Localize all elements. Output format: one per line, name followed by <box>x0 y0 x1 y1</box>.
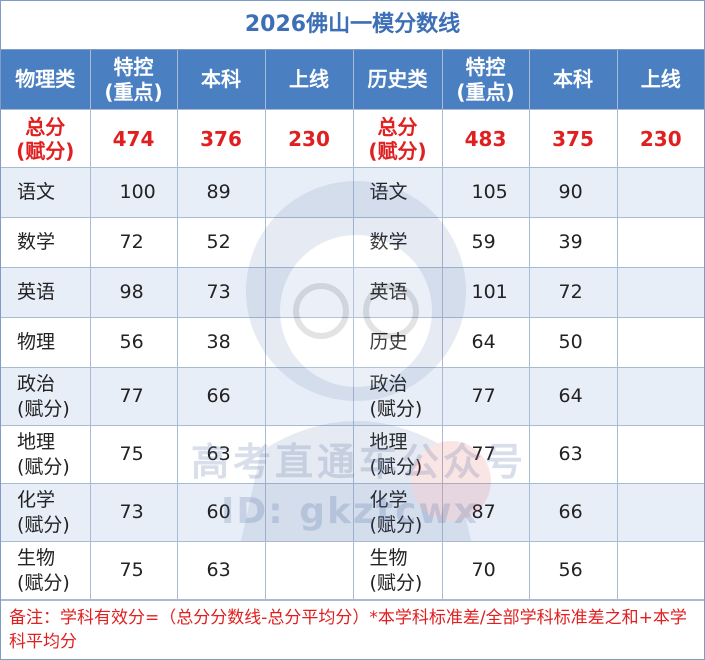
subject-name-right: 政治 (赋分) <box>352 367 443 426</box>
table-row: 生物 (赋分) 75 63 生物 (赋分) 70 56 <box>1 541 704 600</box>
subject-name-right: 英语 <box>352 267 443 318</box>
score-left-shangxian <box>264 483 354 542</box>
score-left-shangxian <box>264 217 354 268</box>
header-special: 特控 (重点) <box>89 50 178 110</box>
score-right-special: 59 <box>441 217 530 268</box>
header-history: 历史类 <box>352 50 443 110</box>
score-right-benke: 39 <box>528 217 618 268</box>
total-row: 总分 (赋分) 474 376 230 总分 (赋分) 483 375 230 <box>1 109 704 168</box>
table-row: 政治 (赋分) 77 66 政治 (赋分) 77 64 <box>1 367 704 426</box>
score-right-shangxian <box>616 267 704 318</box>
score-right-special: 87 <box>441 483 530 542</box>
total-right-shangxian: 230 <box>616 109 704 168</box>
header-shangxian: 上线 <box>264 50 354 110</box>
score-left-special: 98 <box>89 267 178 318</box>
score-left-special: 72 <box>89 217 178 268</box>
score-right-shangxian <box>616 483 704 542</box>
score-right-shangxian <box>616 367 704 426</box>
score-left-special: 75 <box>89 541 178 600</box>
score-left-shangxian <box>264 367 354 426</box>
subject-name-left: 语文 <box>1 167 91 218</box>
score-left-shangxian <box>264 167 354 218</box>
table-header-row: 物理类 特控 (重点) 本科 上线 历史类 特控 (重点) 本科 上线 <box>1 50 704 110</box>
score-left-benke: 60 <box>176 483 266 542</box>
score-right-benke: 66 <box>528 483 618 542</box>
score-left-special: 75 <box>89 425 178 484</box>
score-right-benke: 72 <box>528 267 618 318</box>
score-right-shangxian <box>616 167 704 218</box>
total-right-special: 483 <box>441 109 530 168</box>
total-left-benke: 376 <box>176 109 266 168</box>
subject-rows: 语文 100 89 语文 105 90 数学 72 52 数学 59 39 英语 98 73 英语 101 72 物… <box>1 167 704 600</box>
subject-name-right: 化学 (赋分) <box>352 483 443 542</box>
score-left-shangxian <box>264 425 354 484</box>
score-left-benke: 89 <box>176 167 266 218</box>
table-row: 物理 56 38 历史 64 50 <box>1 317 704 368</box>
score-left-special: 73 <box>89 483 178 542</box>
table-row: 英语 98 73 英语 101 72 <box>1 267 704 318</box>
subject-name-left: 物理 <box>1 317 91 368</box>
subject-name-right: 数学 <box>352 217 443 268</box>
table-row: 数学 72 52 数学 59 39 <box>1 217 704 268</box>
score-right-benke: 63 <box>528 425 618 484</box>
subject-name-right: 历史 <box>352 317 443 368</box>
score-right-special: 77 <box>441 367 530 426</box>
page-title: 2026佛山一模分数线 <box>1 1 704 50</box>
score-right-benke: 90 <box>528 167 618 218</box>
total-right-benke: 375 <box>528 109 618 168</box>
subject-name-right: 生物 (赋分) <box>352 541 443 600</box>
header-physics: 物理类 <box>1 50 91 110</box>
subject-name-left: 政治 (赋分) <box>1 367 91 426</box>
table-row: 语文 100 89 语文 105 90 <box>1 167 704 218</box>
header-benke: 本科 <box>176 50 266 110</box>
subject-name-left: 化学 (赋分) <box>1 483 91 542</box>
subject-name-right: 语文 <box>352 167 443 218</box>
subject-name-left: 英语 <box>1 267 91 318</box>
score-left-benke: 63 <box>176 541 266 600</box>
score-right-shangxian <box>616 217 704 268</box>
score-right-shangxian <box>616 317 704 368</box>
score-left-benke: 52 <box>176 217 266 268</box>
total-label-right: 总分 (赋分) <box>352 109 443 168</box>
score-right-benke: 64 <box>528 367 618 426</box>
score-right-shangxian <box>616 425 704 484</box>
score-left-benke: 66 <box>176 367 266 426</box>
score-right-special: 105 <box>441 167 530 218</box>
subject-name-left: 数学 <box>1 217 91 268</box>
subject-name-right: 地理 (赋分) <box>352 425 443 484</box>
score-left-special: 77 <box>89 367 178 426</box>
score-right-special: 77 <box>441 425 530 484</box>
table-row: 化学 (赋分) 73 60 化学 (赋分) 87 66 <box>1 483 704 542</box>
footnote: 备注：学科有效分=（总分分数线-总分平均分）*本学科标准差/全部学科标准差之和+… <box>1 600 704 658</box>
score-left-shangxian <box>264 317 354 368</box>
subject-name-left: 生物 (赋分) <box>1 541 91 600</box>
score-left-special: 100 <box>89 167 178 218</box>
total-left-shangxian: 230 <box>264 109 354 168</box>
score-left-benke: 63 <box>176 425 266 484</box>
header-benke-2: 本科 <box>528 50 618 110</box>
total-label-left: 总分 (赋分) <box>1 109 91 168</box>
score-table: 物理类 特控 (重点) 本科 上线 历史类 特控 (重点) 本科 上线 总分 (… <box>1 50 704 600</box>
score-left-benke: 73 <box>176 267 266 318</box>
table-row: 地理 (赋分) 75 63 地理 (赋分) 77 63 <box>1 425 704 484</box>
score-right-special: 70 <box>441 541 530 600</box>
score-left-shangxian <box>264 541 354 600</box>
score-right-shangxian <box>616 541 704 600</box>
score-left-benke: 38 <box>176 317 266 368</box>
score-left-special: 56 <box>89 317 178 368</box>
score-left-shangxian <box>264 267 354 318</box>
score-right-benke: 50 <box>528 317 618 368</box>
subject-name-left: 地理 (赋分) <box>1 425 91 484</box>
header-special-2: 特控 (重点) <box>441 50 530 110</box>
score-right-special: 101 <box>441 267 530 318</box>
total-left-special: 474 <box>89 109 178 168</box>
score-right-benke: 56 <box>528 541 618 600</box>
score-right-special: 64 <box>441 317 530 368</box>
header-shangxian-2: 上线 <box>616 50 704 110</box>
